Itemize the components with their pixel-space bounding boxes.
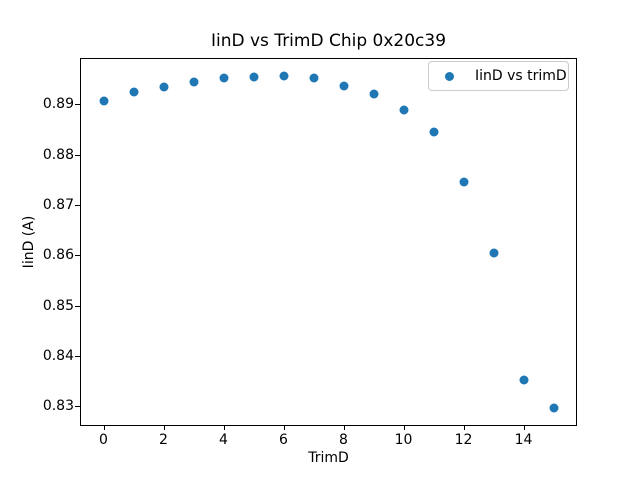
legend-marker-icon bbox=[445, 71, 454, 81]
x-tick-mark bbox=[463, 425, 465, 430]
y-tick-label: 0.87 bbox=[42, 196, 74, 213]
y-tick-label: 0.89 bbox=[42, 96, 74, 113]
x-tick-mark bbox=[163, 425, 165, 430]
x-tick-mark bbox=[343, 425, 345, 430]
data-point bbox=[279, 71, 288, 81]
x-tick-label: 10 bbox=[394, 432, 413, 448]
y-tick-label: 0.88 bbox=[42, 146, 74, 163]
data-point bbox=[219, 73, 228, 83]
x-tick-mark bbox=[223, 425, 225, 430]
data-point bbox=[99, 96, 108, 106]
data-point bbox=[129, 87, 138, 97]
chart-title: IinD vs TrimD Chip 0x20c39 bbox=[210, 31, 447, 51]
data-point bbox=[339, 81, 348, 91]
y-tick-label: 0.86 bbox=[42, 247, 74, 264]
x-tick-mark bbox=[403, 425, 405, 430]
legend: IinD vs trimD bbox=[428, 61, 569, 91]
y-tick-label: 0.83 bbox=[42, 398, 74, 415]
y-tick-mark bbox=[75, 204, 80, 206]
x-tick-label: 2 bbox=[159, 432, 168, 448]
x-tick-mark bbox=[283, 425, 285, 430]
data-point bbox=[489, 248, 498, 258]
x-tick-mark bbox=[523, 425, 525, 430]
data-point bbox=[459, 177, 468, 187]
data-point bbox=[159, 82, 168, 92]
x-tick-label: 4 bbox=[219, 432, 228, 448]
x-axis-label: TrimD bbox=[308, 450, 349, 466]
y-axis-label: IinD (A) bbox=[21, 215, 37, 269]
y-tick-mark bbox=[75, 305, 80, 307]
y-tick-mark bbox=[75, 356, 80, 358]
y-tick-mark bbox=[75, 406, 80, 408]
x-tick-label: 6 bbox=[279, 432, 288, 448]
y-tick-mark bbox=[75, 104, 80, 106]
data-point bbox=[399, 105, 408, 115]
x-tick-label: 12 bbox=[454, 432, 473, 448]
data-point bbox=[309, 73, 318, 83]
y-tick-label: 0.84 bbox=[42, 348, 74, 365]
y-tick-label: 0.85 bbox=[42, 297, 74, 314]
x-tick-mark bbox=[103, 425, 105, 430]
y-tick-mark bbox=[75, 154, 80, 156]
x-tick-label: 8 bbox=[339, 432, 348, 448]
legend-label: IinD vs trimD bbox=[475, 68, 567, 84]
data-point bbox=[519, 375, 528, 385]
x-tick-label: 14 bbox=[514, 432, 533, 448]
plot-area: 0 2 4 6 8 10 12 14 0.83 0.84 0.85 0.86 0.87 0.88 0.89 bbox=[43, 58, 577, 448]
data-point bbox=[189, 77, 198, 87]
y-tick-mark bbox=[75, 255, 80, 257]
data-point bbox=[549, 403, 558, 413]
data-point bbox=[369, 89, 378, 99]
data-point bbox=[429, 127, 438, 137]
x-tick-label: 0 bbox=[99, 432, 108, 448]
data-point bbox=[249, 72, 258, 82]
